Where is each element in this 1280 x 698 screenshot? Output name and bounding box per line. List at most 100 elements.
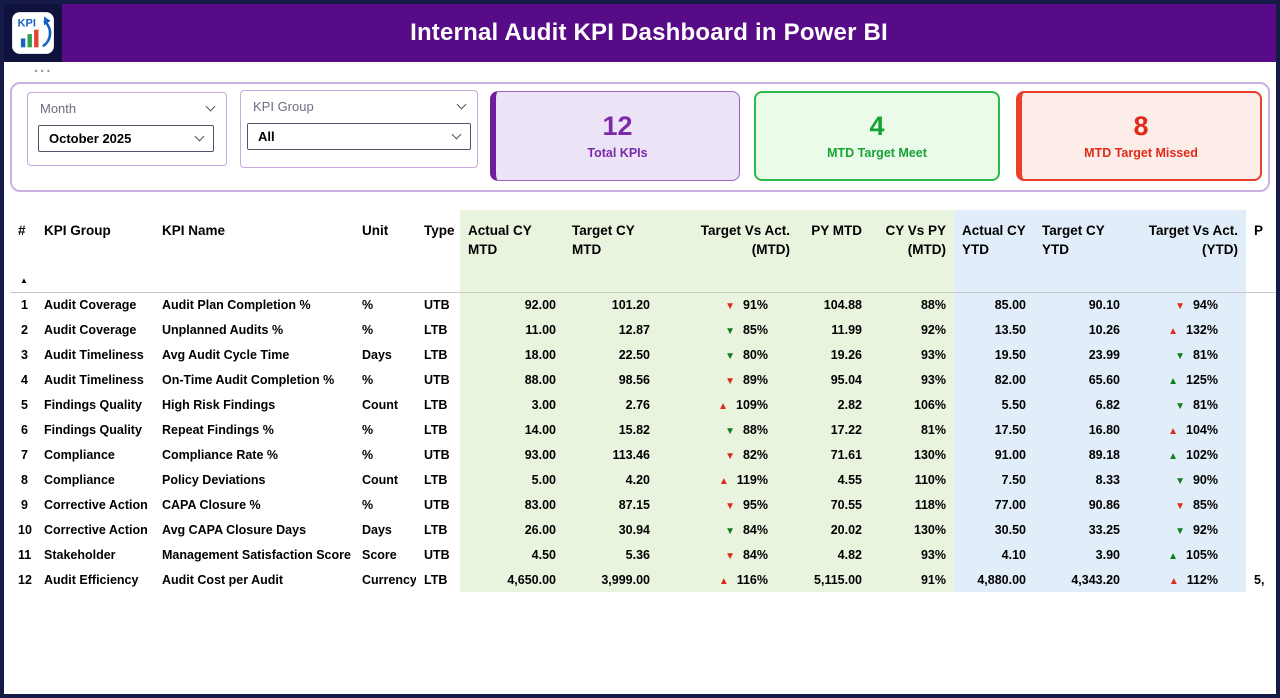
total-kpis-card[interactable]: 12 Total KPIs [490, 91, 740, 181]
triangle-down-icon: ▼ [725, 300, 735, 312]
actual-cy-mtd-cell: 83.00 [460, 492, 564, 517]
actual-cy-ytd-cell: 91.00 [954, 442, 1034, 467]
kpi-group-slicer-header[interactable]: KPI Group [241, 91, 477, 118]
py-mtd-cell: 19.26 [798, 342, 870, 367]
kpi-name-cell: Audit Plan Completion % [162, 297, 311, 312]
triangle-up-icon: ▲ [1168, 325, 1179, 337]
kpi-group-cell: Audit Coverage [44, 322, 137, 337]
kpi-group-cell: Corrective Action [44, 497, 148, 512]
more-options-button[interactable]: ... [34, 59, 53, 76]
type-cell: LTB [424, 397, 448, 412]
actual-cy-ytd-cell: 4.10 [954, 542, 1034, 567]
target-cy-ytd-cell: 23.99 [1034, 342, 1128, 367]
py-ytd-cell-clipped [1246, 342, 1276, 367]
type-cell: LTB [424, 522, 448, 537]
table-row: 3 Audit Timeliness Avg Audit Cycle Time Day… [10, 342, 1276, 367]
kpi-group-cell: Audit Timeliness [44, 372, 144, 387]
cy-vs-py-mtd-cell: 130% [870, 517, 954, 542]
actual-cy-mtd-cell: 11.00 [460, 317, 564, 342]
month-slicer-header[interactable]: Month [28, 93, 226, 120]
unit-cell: Count [362, 472, 399, 487]
kpi-group-dropdown[interactable]: All [247, 123, 471, 150]
actual-cy-ytd-cell: 82.00 [954, 367, 1034, 392]
table-row: 8 Compliance Policy Deviations Count LTB 5.00… [10, 467, 1276, 492]
py-ytd-cell-clipped: 5, [1254, 572, 1265, 587]
target-vs-actual-mtd-cell: ▼ 82% [658, 442, 798, 467]
target-vs-actual-mtd-cell: ▼ 80% [658, 342, 798, 367]
triangle-down-icon: ▼ [725, 500, 735, 512]
target-cy-mtd-cell: 30.94 [564, 517, 658, 542]
cy-vs-py-mtd-cell: 91% [870, 567, 954, 592]
chevron-down-icon [205, 101, 216, 112]
col-header-cy-vs-py-mtd[interactable]: CY Vs PY (MTD) [870, 210, 954, 293]
kpi-group-cell: Stakeholder [44, 547, 116, 562]
col-header-target-vs-act-ytd[interactable]: Target Vs Act. (YTD) [1128, 210, 1246, 293]
row-index-cell: 2 [21, 322, 28, 337]
target-cy-ytd-cell: 10.26 [1034, 317, 1128, 342]
unit-cell: Currency [362, 572, 416, 587]
actual-cy-ytd-cell: 19.50 [954, 342, 1034, 367]
target-vs-actual-ytd-cell: ▲ 102% [1128, 442, 1246, 467]
month-slicer: Month October 2025 [27, 92, 227, 166]
unit-cell: % [362, 372, 374, 387]
kpi-group-cell: Audit Timeliness [44, 347, 144, 362]
month-slicer-label: Month [40, 101, 77, 116]
col-header-target-vs-act-mtd[interactable]: Target Vs Act. (MTD) [658, 210, 798, 293]
target-cy-ytd-cell: 4,343.20 [1034, 567, 1128, 592]
kpi-group-cell: Compliance [44, 472, 115, 487]
kpi-group-cell: Compliance [44, 447, 115, 462]
col-header-index[interactable]: # ▲ [10, 210, 36, 293]
col-header-kpi-name[interactable]: KPI Name [154, 210, 354, 293]
col-header-unit[interactable]: Unit [354, 210, 416, 293]
target-vs-actual-ytd-cell: ▲ 105% [1128, 542, 1246, 567]
target-vs-actual-mtd-cell: ▼ 88% [658, 417, 798, 442]
py-ytd-cell-clipped [1246, 417, 1276, 442]
target-cy-ytd-cell: 90.86 [1034, 492, 1128, 517]
type-cell: UTB [424, 372, 450, 387]
col-header-py-mtd[interactable]: PY MTD [798, 210, 870, 293]
py-mtd-cell: 95.04 [798, 367, 870, 392]
actual-cy-mtd-cell: 93.00 [460, 442, 564, 467]
triangle-down-icon: ▼ [1175, 400, 1185, 412]
kpi-table: # ▲ KPI Group KPI Name Unit Type Actual C… [10, 210, 1276, 600]
month-dropdown[interactable]: October 2025 [38, 125, 214, 152]
actual-cy-ytd-cell: 7.50 [954, 467, 1034, 492]
cy-vs-py-mtd-cell: 106% [870, 392, 954, 417]
kpi-name-cell: Policy Deviations [162, 472, 266, 487]
col-header-type[interactable]: Type [416, 210, 460, 293]
table-row: 7 Compliance Compliance Rate %% UTB 93.00 113… [10, 442, 1276, 467]
col-header-actual-cy-mtd[interactable]: Actual CY MTD [460, 210, 564, 293]
kpi-name-cell: Compliance Rate % [162, 447, 279, 462]
table-row: 12 Audit Efficiency Audit Cost per Audit Cu… [10, 567, 1276, 592]
col-header-py-ytd-clipped[interactable]: P [1246, 210, 1276, 293]
target-cy-mtd-cell: 3,999.00 [564, 567, 658, 592]
py-mtd-cell: 4.82 [798, 542, 870, 567]
triangle-up-icon: ▲ [1168, 450, 1179, 462]
triangle-down-icon: ▼ [1175, 500, 1185, 512]
mtd-target-meet-card[interactable]: 4 MTD Target Meet [754, 91, 1000, 181]
triangle-down-icon: ▼ [1175, 300, 1185, 312]
triangle-down-icon: ▼ [725, 350, 735, 362]
cy-vs-py-mtd-cell: 118% [870, 492, 954, 517]
target-vs-actual-ytd-cell: ▼ 92% [1128, 517, 1246, 542]
col-header-target-cy-mtd[interactable]: Target CY MTD [564, 210, 658, 293]
triangle-up-icon: ▲ [1168, 550, 1179, 562]
row-index-cell: 12 [18, 572, 32, 587]
col-header-kpi-group[interactable]: KPI Group [36, 210, 154, 293]
table-header-row: # ▲ KPI Group KPI Name Unit Type Actual C… [10, 210, 1276, 293]
col-header-target-cy-ytd[interactable]: Target CY YTD [1034, 210, 1128, 293]
row-index-cell: 6 [21, 422, 28, 437]
kpi-name-cell: On-Time Audit Completion % [162, 372, 335, 387]
actual-cy-mtd-cell: 5.00 [460, 467, 564, 492]
table-row: 2 Audit Coverage Unplanned Audits %% LTB 11.… [10, 317, 1276, 342]
col-header-actual-cy-ytd[interactable]: Actual CY YTD [954, 210, 1034, 293]
mtd-target-missed-label: MTD Target Missed [1084, 145, 1198, 160]
mtd-target-meet-value: 4 [869, 110, 885, 141]
unit-cell: Days [362, 347, 392, 362]
mtd-target-missed-card[interactable]: 8 MTD Target Missed [1016, 91, 1262, 181]
target-cy-mtd-cell: 98.56 [564, 367, 658, 392]
type-cell: UTB [424, 497, 450, 512]
py-ytd-cell-clipped [1246, 492, 1276, 517]
row-index-cell: 7 [21, 447, 28, 462]
